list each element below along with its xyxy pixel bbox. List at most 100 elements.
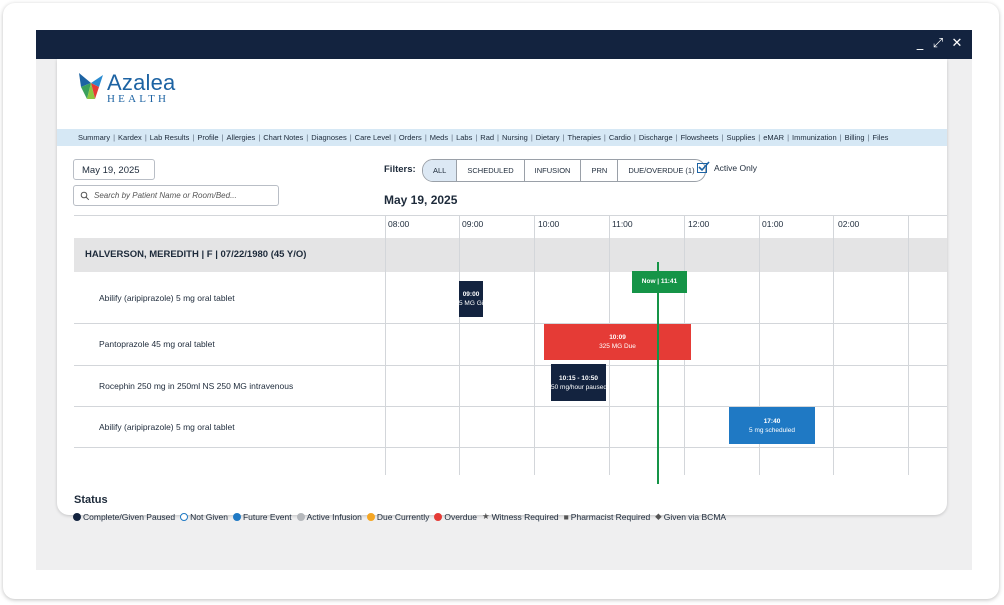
maximize-button[interactable]: ⤢ [932, 36, 944, 51]
grid-column-line [908, 215, 909, 475]
app-window: _ ⤢ ✕ Azalea HEALTH Summary | Kardex | Lab R… [36, 30, 972, 570]
event-detail: 50 mg/hour paused [551, 384, 606, 391]
checkmark-icon [698, 161, 710, 172]
nav-separator: | [867, 133, 870, 142]
nav-separator: | [530, 133, 533, 142]
med-event-block[interactable]: 17:40 5 mg scheduled [729, 407, 815, 444]
legend-dot [296, 512, 305, 521]
current-time-badge: Now | 11:41 [632, 271, 687, 293]
grid-column-line [534, 215, 535, 475]
event-time: 09:00 [462, 291, 480, 298]
legend-item: Future Event [232, 512, 292, 522]
nav-separator: | [787, 133, 790, 142]
event-detail: 325 MG Due [599, 343, 636, 350]
event-time: 10:09 [609, 334, 626, 341]
grid-column-line [385, 215, 386, 475]
row-divider [74, 365, 947, 366]
nav-item[interactable]: eMAR [763, 133, 785, 142]
nav-item[interactable]: Kardex [118, 133, 142, 142]
nav-item[interactable]: Dietary [535, 133, 560, 142]
legend-label: Due Currently [376, 511, 430, 522]
med-event-block[interactable]: 10:15 - 10:50 50 mg/hour paused [551, 364, 606, 401]
close-button[interactable]: ✕ [951, 36, 963, 51]
nav-item[interactable]: Cardio [608, 133, 631, 142]
nav-item[interactable]: Flowsheets [680, 133, 719, 142]
emar-panel: Azalea HEALTH Summary | Kardex | Lab Results… [57, 59, 947, 522]
nav-item[interactable]: Care Level [354, 133, 391, 142]
legend-item: Not Given [180, 512, 228, 522]
nav-item[interactable]: Allergies [226, 133, 256, 142]
active-only-toggle[interactable]: Active Only [697, 161, 757, 173]
nav-item[interactable]: Chart Notes [263, 133, 304, 142]
nav-item[interactable]: Labs [456, 133, 473, 142]
nav-item[interactable]: Nursing [502, 133, 528, 142]
event-time: 17:40 [763, 418, 781, 425]
nav-separator: | [633, 133, 636, 142]
legend-label: Active Infusion [306, 511, 362, 522]
medication-name: Abilify (aripiprazole) 5 mg oral tablet [99, 293, 235, 303]
hour-label: 12:00 [688, 219, 710, 229]
nav-item[interactable]: Rad [480, 133, 495, 142]
nav-item[interactable]: Billing [844, 133, 865, 142]
hour-label: 01:00 [762, 219, 784, 229]
schedule-date: May 19, 2025 [384, 193, 458, 207]
med-event-block[interactable]: 10:09 325 MG Due [544, 324, 691, 360]
legend-symbol: ■ [563, 511, 569, 522]
nav-separator: | [221, 133, 224, 142]
row-divider [74, 406, 947, 407]
medication-name: Pantoprazole 45 mg oral tablet [99, 339, 215, 349]
nav-item[interactable]: Discharge [638, 133, 673, 142]
minimize-button[interactable]: _ [916, 36, 924, 51]
filter-button[interactable]: SCHEDULED [456, 160, 523, 181]
search-icon [80, 191, 90, 201]
filter-segmented-control: ALL SCHEDULED INFUSION PRN DUE/OVERDUE (1) [422, 159, 706, 182]
event-detail: 5 mg scheduled [749, 427, 795, 434]
hour-label: 11:00 [612, 219, 633, 229]
azalea-flower-icon [79, 73, 103, 99]
nav-item[interactable]: Orders [398, 133, 422, 142]
date-picker[interactable]: May 19, 2025 [73, 159, 155, 180]
nav-item[interactable]: Diagnoses [311, 133, 347, 142]
nav-item[interactable]: Supplies [726, 133, 756, 142]
grid-column-line [759, 215, 760, 475]
nav-item[interactable]: Lab Results [149, 133, 190, 142]
filter-button[interactable]: PRN [580, 160, 617, 181]
nav-separator: | [393, 133, 396, 142]
hour-label: 02:00 [838, 219, 860, 229]
nav-item[interactable]: Immunization [792, 133, 837, 142]
legend-item: ★ Witness Required [482, 511, 559, 522]
nav-separator: | [475, 133, 478, 142]
med-event-block[interactable]: 09:00 5 MG Given [459, 281, 483, 317]
legend-item: Overdue [434, 512, 477, 522]
logo-wordmark: Azalea [107, 70, 176, 95]
current-time-line [657, 262, 659, 484]
grid-column-line [833, 215, 834, 475]
medication-name: Rocephin 250 mg in 250ml NS 250 MG intra… [99, 381, 294, 391]
nav-separator: | [603, 133, 606, 142]
legend-symbol: ◆ [655, 511, 662, 521]
status-legend: Complete/Given Paused Not Given Future Eve… [73, 511, 731, 522]
nav-item[interactable]: Meds [429, 133, 449, 142]
legend-symbol: ★ [481, 511, 490, 521]
patient-search[interactable] [73, 185, 279, 206]
azalea-health-logo: Azalea HEALTH [77, 69, 187, 109]
nav-separator: | [192, 133, 195, 142]
filter-button[interactable]: INFUSION [523, 160, 581, 181]
nav-item[interactable]: Files [872, 133, 889, 142]
nav-separator: | [451, 133, 454, 142]
search-input[interactable] [94, 188, 274, 203]
nav-item[interactable]: Summary [78, 133, 111, 142]
nav-separator: | [675, 133, 678, 142]
hour-label: 10:00 [538, 219, 560, 229]
patient-row[interactable] [74, 238, 947, 272]
logo-subtitle: HEALTH [107, 93, 170, 105]
medication-name: Abilify (aripiprazole) 5 mg oral tablet [99, 422, 235, 432]
nav-item[interactable]: Profile [197, 133, 219, 142]
active-only-checkbox[interactable] [697, 161, 710, 173]
legend-item: Active Infusion [296, 511, 362, 522]
hour-label: 08:00 [388, 219, 410, 229]
filter-button[interactable]: DUE/OVERDUE (1) [617, 160, 704, 181]
active-only-label: Active Only [714, 163, 757, 173]
nav-item[interactable]: Therapies [567, 133, 601, 142]
filter-button[interactable]: ALL [423, 160, 457, 181]
